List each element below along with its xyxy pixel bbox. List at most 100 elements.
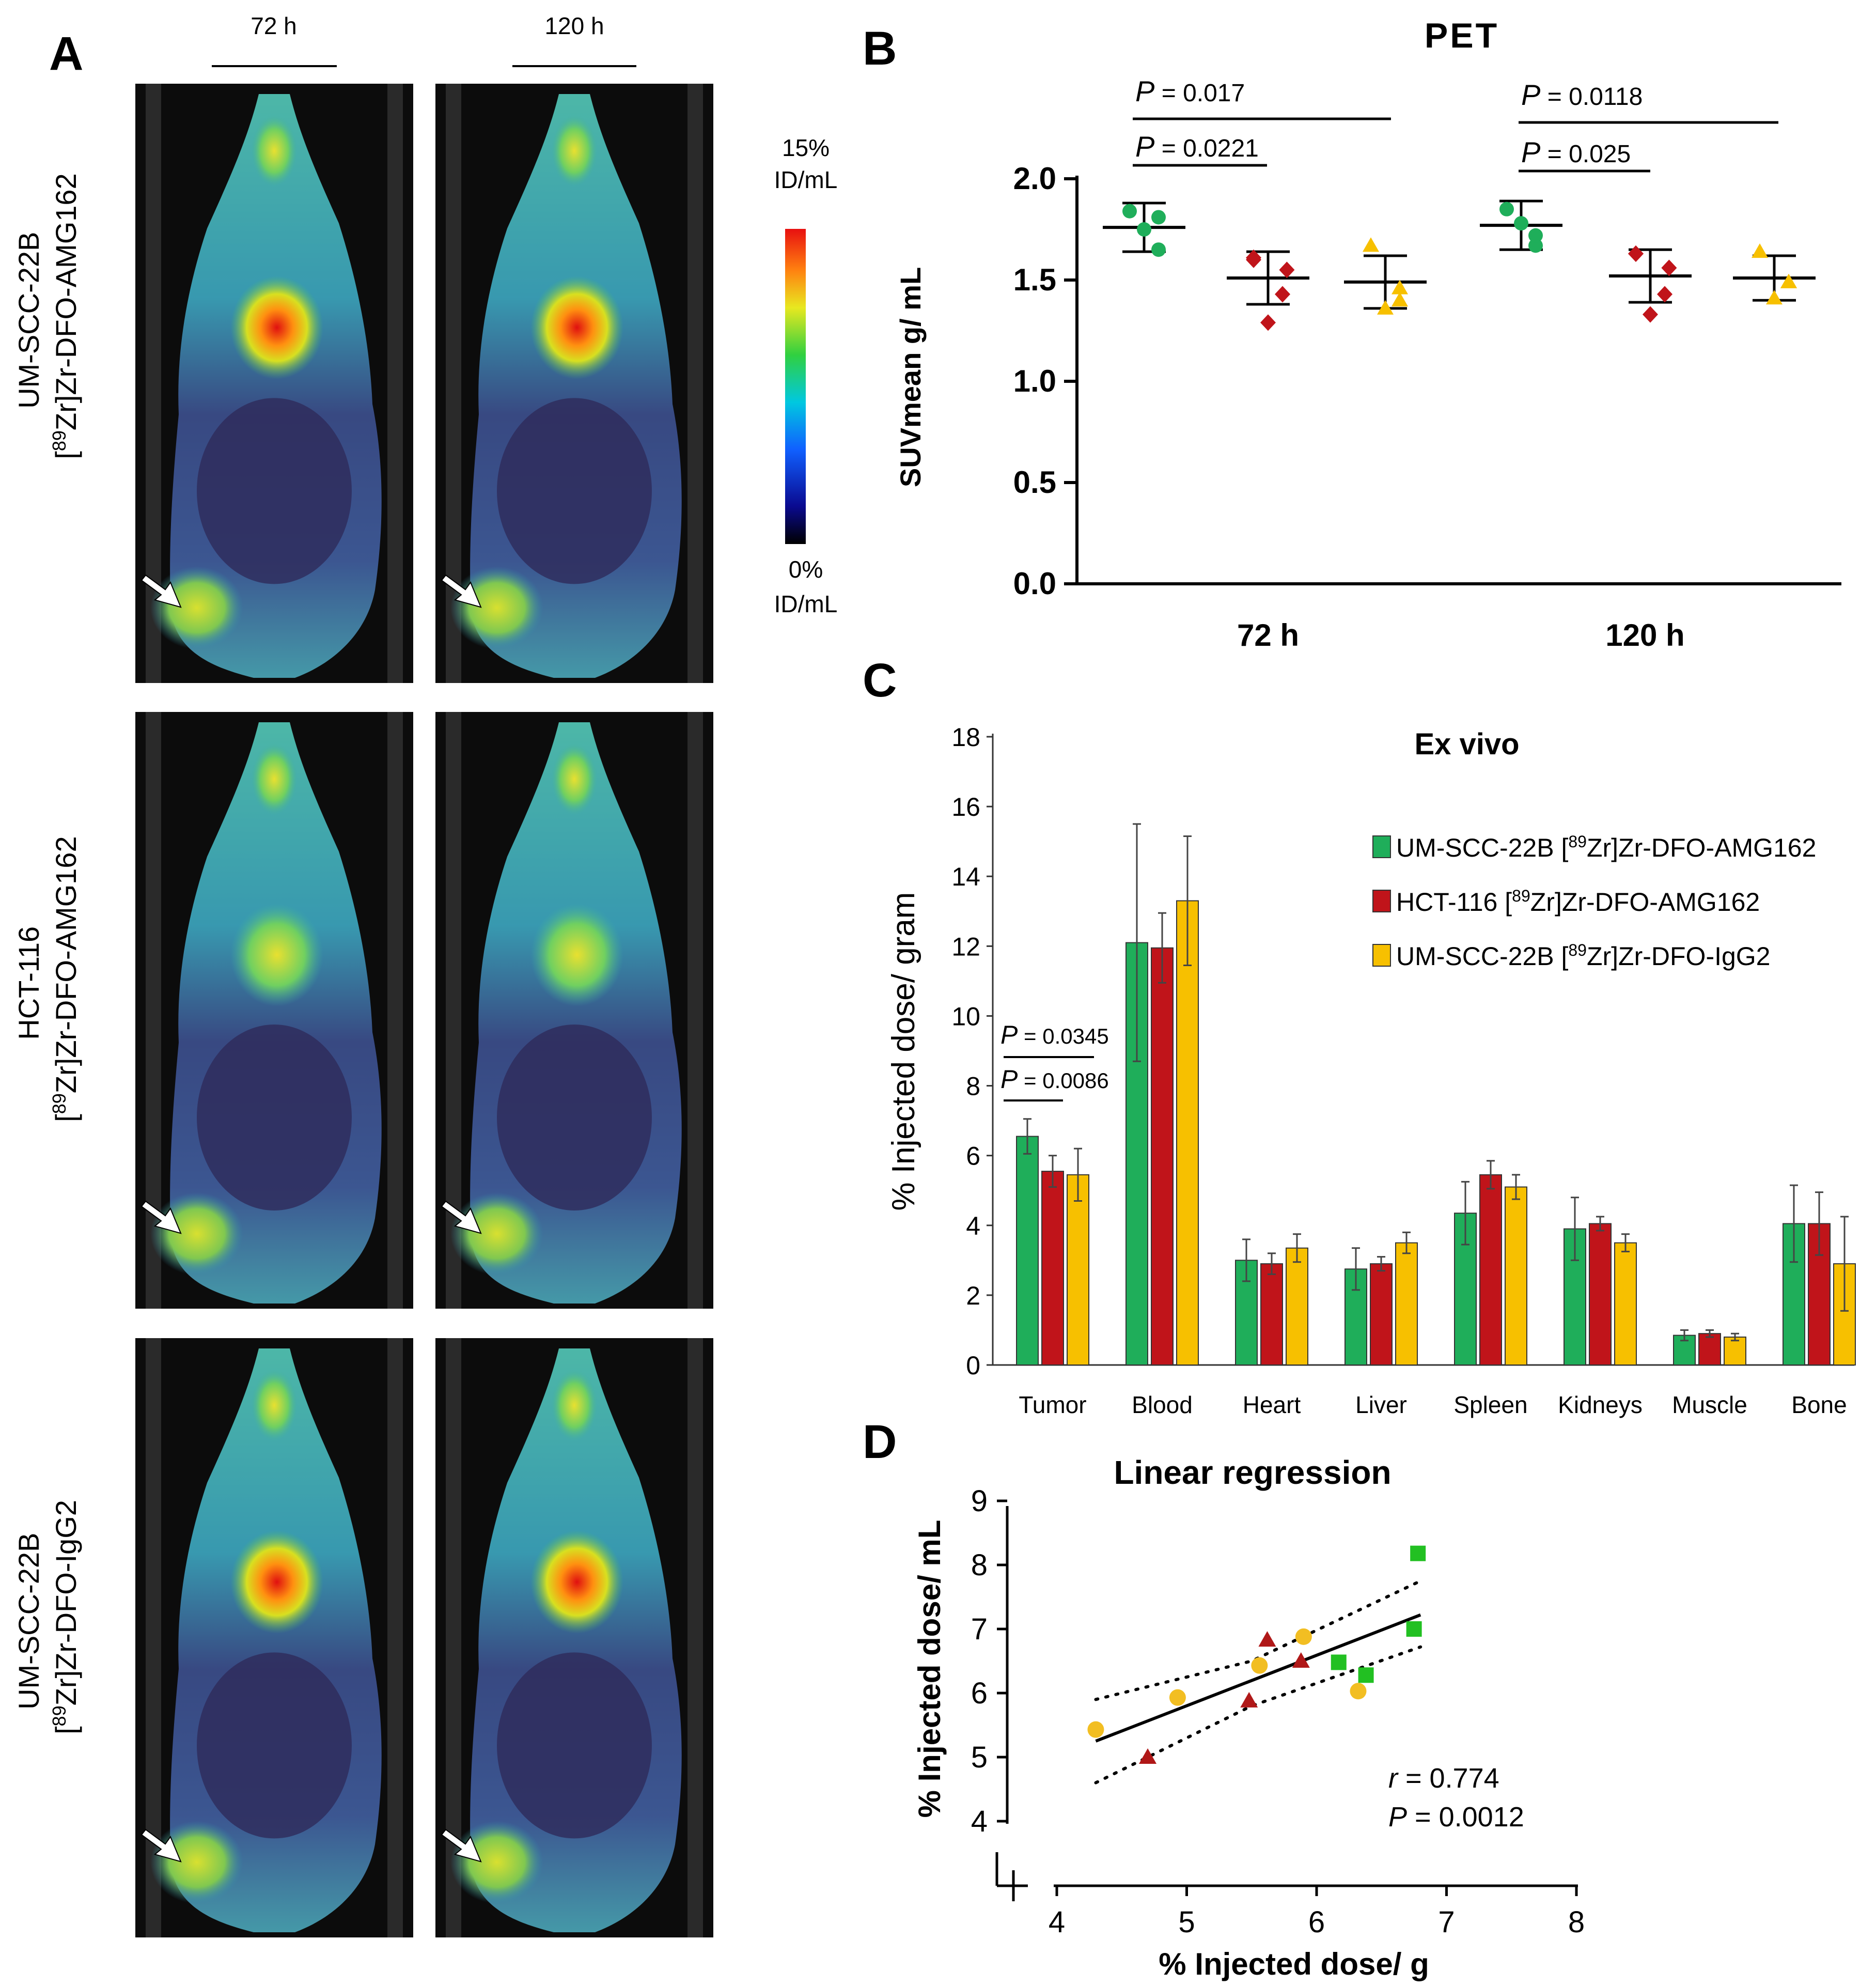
regression-title: Linear regression [1114, 1454, 1391, 1491]
pet-data-point [1392, 280, 1408, 294]
pet-data-point [1363, 237, 1379, 252]
panel-b-pet-chart: PET SUVmean g/ mL 0.0 0.5 1.0 1.5 2.0 72 h 1… [894, 16, 1841, 653]
panel-d-regression-chart: Linear regression % Injected dose/ mL % … [912, 1454, 1585, 1981]
regression-x-tick-label: 7 [1438, 1905, 1455, 1939]
exvivo-errorbar [1352, 1247, 1360, 1291]
panel-a: 72 h 120 h UM-SCC-22B [89Zr]Zr-DFO-AMG16… [12, 12, 837, 1937]
row-label-1: UM-SCC-22B [89Zr]Zr-DFO-AMG162 [12, 173, 82, 459]
regression-data-point [1406, 1621, 1422, 1637]
pet-data-point [1246, 249, 1261, 266]
panel-letter-b: B [863, 22, 897, 75]
regression-y-tick-label: 4 [971, 1805, 988, 1838]
exvivo-y-tick-label: 2 [966, 1281, 980, 1310]
exvivo-errorbar [1512, 1174, 1520, 1200]
exvivo-category-label: Tumor [1019, 1391, 1086, 1418]
exvivo-errorbar [1840, 1216, 1849, 1312]
regression-data-point [1251, 1657, 1268, 1674]
exvivo-category-label: Liver [1355, 1391, 1407, 1418]
exvivo-y-tick-label: 8 [966, 1072, 980, 1101]
svg-text:UM-SCC-22B [89Zr]Zr-DFO-IgG2: UM-SCC-22B [89Zr]Zr-DFO-IgG2 [1396, 941, 1771, 971]
pet-data-point [1528, 238, 1543, 253]
exvivo-y-tick-label: 18 [951, 723, 980, 752]
pet-data-point [1643, 306, 1658, 323]
panel-letter-c: C [863, 654, 897, 707]
exvivo-sig-b: P = 0.0086 [1000, 1065, 1109, 1094]
exvivo-errorbar [1596, 1216, 1604, 1232]
pet-y-tick-label: 1.0 [1013, 364, 1056, 398]
pet-data-point [1657, 286, 1672, 303]
exvivo-bar [1395, 1242, 1418, 1366]
pet-y-tick-label: 1.5 [1013, 262, 1056, 297]
pet-data-point [1528, 228, 1543, 243]
exvivo-errorbar [1183, 835, 1192, 966]
arrow-icon [441, 574, 482, 608]
pet-image-tile [435, 1338, 713, 1937]
pet-errorbar [1227, 250, 1309, 306]
legend-swatch [1372, 944, 1391, 967]
colorbar-max-label: 15% [782, 134, 830, 161]
pet-data-point [1122, 204, 1137, 219]
panel-letter-d: D [863, 1416, 897, 1468]
exvivo-errorbar [1074, 1147, 1082, 1202]
regression-data-point [1410, 1545, 1426, 1561]
pet-y-tick-label: 0.5 [1013, 465, 1056, 500]
colorbar [785, 229, 806, 544]
exvivo-category-label: Muscle [1672, 1391, 1747, 1418]
pet-data-point [1661, 259, 1677, 276]
exvivo-errorbar [1242, 1238, 1250, 1282]
row-label-2: HCT-116 [89Zr]Zr-DFO-AMG162 [12, 836, 82, 1122]
svg-text:UM-SCC-22B [89Zr]Zr-DFO-AMG162: UM-SCC-22B [89Zr]Zr-DFO-AMG162 [1396, 832, 1816, 862]
regression-data-point [1087, 1721, 1104, 1738]
exvivo-bar [1176, 900, 1199, 1366]
pet-data-point [1780, 273, 1797, 288]
regression-x-tick-label: 6 [1308, 1905, 1325, 1939]
exvivo-y-tick-label: 6 [966, 1142, 980, 1171]
exvivo-y-tick-label: 14 [951, 862, 980, 891]
time-label-120h: 120 h [544, 12, 604, 39]
pet-data-point [1628, 245, 1644, 262]
exvivo-bar [1614, 1242, 1637, 1366]
regression-y-tick-label: 9 [971, 1484, 988, 1518]
exvivo-bar [1067, 1174, 1089, 1366]
exvivo-bar [1479, 1174, 1502, 1366]
pet-data-point [1392, 292, 1408, 307]
exvivo-bar [1454, 1213, 1477, 1366]
regression-data-point [1240, 1692, 1258, 1708]
pet-data-point [1752, 243, 1768, 258]
pet-errorbar [1609, 248, 1692, 304]
pet-title: PET [1425, 16, 1499, 55]
regression-data-point [1258, 1631, 1276, 1647]
pet-data-point [1275, 286, 1290, 303]
exvivo-y-tick-label: 4 [966, 1212, 980, 1240]
colorbar-max-unit: ID/mL [774, 166, 838, 193]
regression-x-label: % Injected dose/ g [1159, 1947, 1429, 1981]
exvivo-title: Ex vivo [1414, 727, 1519, 761]
exvivo-bar [1286, 1247, 1308, 1366]
exvivo-y-tick-label: 10 [951, 1002, 980, 1031]
pet-image-tile [135, 712, 413, 1309]
exvivo-errorbar [1049, 1155, 1057, 1188]
panel-c-exvivo-chart: Ex vivo % Injected dose/ gram 0 2 4 6 8 10 12 1… [886, 723, 1856, 1418]
regression-p-stat: P = 0.0012 [1388, 1802, 1524, 1833]
pet-data-point [1499, 201, 1514, 216]
pet-image-tile [135, 1338, 413, 1937]
exvivo-category-label: Heart [1243, 1391, 1301, 1418]
exvivo-y-label: % Injected dose/ gram [886, 892, 921, 1211]
exvivo-y-tick-label: 12 [951, 932, 980, 961]
regression-data-point [1295, 1628, 1312, 1645]
row-label-3: UM-SCC-22B [89Zr]Zr-DFO-IgG2 [12, 1500, 82, 1734]
exvivo-bar [1589, 1223, 1612, 1366]
pet-data-point [1377, 300, 1394, 315]
arrow-icon [441, 1828, 482, 1863]
exvivo-errorbar [1706, 1329, 1714, 1338]
exvivo-errorbar [1815, 1191, 1823, 1256]
pet-y-tick-label: 2.0 [1013, 161, 1056, 196]
exvivo-errorbar [1621, 1233, 1630, 1252]
pet-data-point [1151, 210, 1166, 225]
exvivo-errorbar [1133, 823, 1141, 1062]
legend-swatch [1372, 835, 1391, 858]
exvivo-errorbar [1377, 1256, 1385, 1272]
exvivo-bar [1151, 947, 1174, 1366]
regression-data-point [1292, 1652, 1310, 1668]
pet-data-point [1514, 216, 1528, 231]
